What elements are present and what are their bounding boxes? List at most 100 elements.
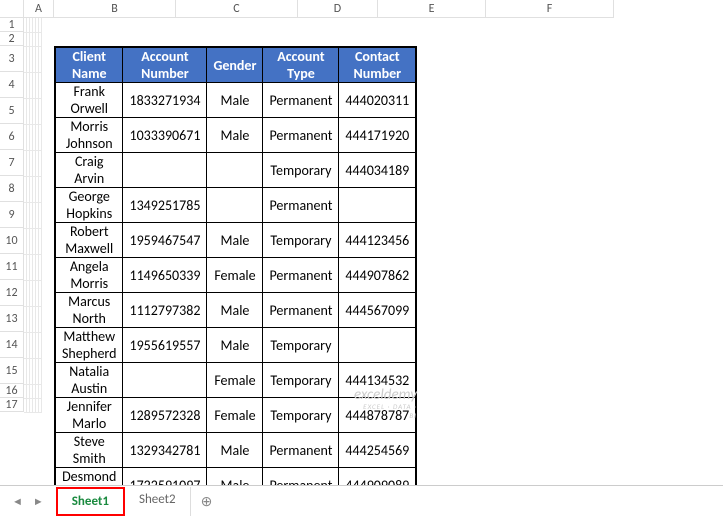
row-header[interactable]: 5 — [0, 98, 24, 124]
table-row: Frank Orwell1833271934MalePermanent44402… — [55, 83, 416, 118]
table-row: Steve Smith1329342781MalePermanent444254… — [55, 433, 416, 468]
table-cell[interactable]: Steve Smith — [55, 433, 123, 468]
tab-nav-first-icon[interactable]: ◄ — [12, 495, 23, 508]
table-cell[interactable]: Temporary — [263, 363, 339, 398]
sheet-tab[interactable]: Sheet2 — [125, 487, 191, 516]
table-cell[interactable]: Female — [207, 363, 263, 398]
table-cell[interactable]: 444907862 — [339, 258, 416, 293]
table-row: George Hopkins1349251785 Permanent — [55, 188, 416, 223]
table-cell[interactable]: Male — [207, 293, 263, 328]
table-cell[interactable]: Angela Morris — [55, 258, 123, 293]
table-cell[interactable]: 1149650339 — [123, 258, 207, 293]
table-cell[interactable]: Permanent — [263, 258, 339, 293]
table-cell[interactable] — [123, 153, 207, 188]
tab-nav-prev-icon[interactable]: ► — [33, 495, 44, 508]
row-header[interactable]: 13 — [0, 306, 24, 332]
column-headers: ABCDEF — [24, 0, 614, 18]
table-cell[interactable]: George Hopkins — [55, 188, 123, 223]
table-cell[interactable]: Male — [207, 433, 263, 468]
table-row: Jennifer Marlo1289572328FemaleTemporary4… — [55, 398, 416, 433]
table-cell[interactable]: 1349251785 — [123, 188, 207, 223]
sheet-tab[interactable]: Sheet1 — [56, 487, 125, 516]
row-header[interactable]: 6 — [0, 124, 24, 150]
column-header[interactable]: A — [24, 0, 54, 18]
table-cell[interactable]: Morris Johnson — [55, 118, 123, 153]
row-header[interactable]: 17 — [0, 398, 24, 412]
row-header[interactable]: 4 — [0, 72, 24, 98]
row-header[interactable]: 3 — [0, 46, 24, 72]
select-all-corner[interactable] — [0, 0, 24, 18]
table-cell[interactable]: Natalia Austin — [55, 363, 123, 398]
table-cell[interactable]: 1112797382 — [123, 293, 207, 328]
row-header[interactable]: 10 — [0, 228, 24, 254]
table-cell[interactable]: 444567099 — [339, 293, 416, 328]
row-header[interactable]: 14 — [0, 332, 24, 358]
table-cell[interactable]: Permanent — [263, 188, 339, 223]
table-header-cell[interactable]: Account Number — [123, 47, 207, 83]
row-header[interactable]: 2 — [0, 32, 24, 46]
row-header[interactable]: 11 — [0, 254, 24, 280]
table-cell[interactable]: Permanent — [263, 293, 339, 328]
table-cell[interactable]: Craig Arvin — [55, 153, 123, 188]
table-cell[interactable]: 444254569 — [339, 433, 416, 468]
column-header[interactable]: D — [298, 0, 378, 18]
column-header[interactable]: E — [378, 0, 486, 18]
column-header[interactable]: C — [176, 0, 298, 18]
table-cell[interactable]: 1955619557 — [123, 328, 207, 363]
table-cell[interactable] — [207, 153, 263, 188]
table-cell[interactable]: Male — [207, 223, 263, 258]
table-cell[interactable]: 1329342781 — [123, 433, 207, 468]
add-sheet-button[interactable]: ⊕ — [191, 493, 223, 510]
table-cell[interactable]: 444020311 — [339, 83, 416, 118]
table-cell[interactable] — [123, 363, 207, 398]
table-cell[interactable]: Male — [207, 83, 263, 118]
row-header[interactable]: 1 — [0, 18, 24, 32]
table-cell[interactable]: Temporary — [263, 398, 339, 433]
table-cell[interactable]: Matthew Shepherd — [55, 328, 123, 363]
table-cell[interactable]: 444878787 — [339, 398, 416, 433]
row-header[interactable]: 9 — [0, 202, 24, 228]
table-header-cell[interactable]: Client Name — [55, 47, 123, 83]
table-cell[interactable]: 1033390671 — [123, 118, 207, 153]
table-header-cell[interactable]: Gender — [207, 47, 263, 83]
table-cell[interactable] — [339, 328, 416, 363]
sheet-tabs-bar: ◄ ► Sheet1Sheet2 ⊕ — [0, 485, 723, 517]
table-cell[interactable]: Temporary — [263, 223, 339, 258]
table-cell[interactable]: Temporary — [263, 328, 339, 363]
table-cell[interactable]: Male — [207, 328, 263, 363]
row-headers: 1234567891011121314151617 — [0, 18, 24, 412]
table-cell[interactable]: Frank Orwell — [55, 83, 123, 118]
row-header[interactable]: 16 — [0, 384, 24, 398]
table-cell[interactable]: Robert Maxwell — [55, 223, 123, 258]
table-cell[interactable]: 1289572328 — [123, 398, 207, 433]
table-cell[interactable]: 444123456 — [339, 223, 416, 258]
column-header[interactable]: F — [486, 0, 614, 18]
table-cell[interactable]: 444034189 — [339, 153, 416, 188]
table-cell[interactable]: 444134532 — [339, 363, 416, 398]
table-cell[interactable]: Permanent — [263, 118, 339, 153]
client-data-table: Client NameAccount NumberGenderAccount T… — [54, 46, 417, 504]
table-cell[interactable] — [339, 188, 416, 223]
row-header[interactable]: 15 — [0, 358, 24, 384]
table-header-cell[interactable]: Account Type — [263, 47, 339, 83]
table-cell[interactable]: Female — [207, 258, 263, 293]
table-cell[interactable]: Jennifer Marlo — [55, 398, 123, 433]
table-row: Matthew Shepherd1955619557MaleTemporary — [55, 328, 416, 363]
row-header[interactable]: 7 — [0, 150, 24, 176]
table-header-cell[interactable]: Contact Number — [339, 47, 416, 83]
table-cell[interactable]: 1959467547 — [123, 223, 207, 258]
column-header[interactable]: B — [54, 0, 176, 18]
table-cell[interactable]: 1833271934 — [123, 83, 207, 118]
table-cell[interactable]: 444171920 — [339, 118, 416, 153]
table-cell[interactable]: Permanent — [263, 433, 339, 468]
table-cell[interactable]: Marcus North — [55, 293, 123, 328]
table-row: Angela Morris1149650339FemalePermanent44… — [55, 258, 416, 293]
row-header[interactable]: 8 — [0, 176, 24, 202]
table-cell[interactable] — [207, 188, 263, 223]
table-cell[interactable]: Permanent — [263, 83, 339, 118]
table-cell[interactable]: Male — [207, 118, 263, 153]
table-cell[interactable]: Female — [207, 398, 263, 433]
row-header[interactable]: 12 — [0, 280, 24, 306]
table-cell[interactable]: Temporary — [263, 153, 339, 188]
table-row: Morris Johnson1033390671MalePermanent444… — [55, 118, 416, 153]
